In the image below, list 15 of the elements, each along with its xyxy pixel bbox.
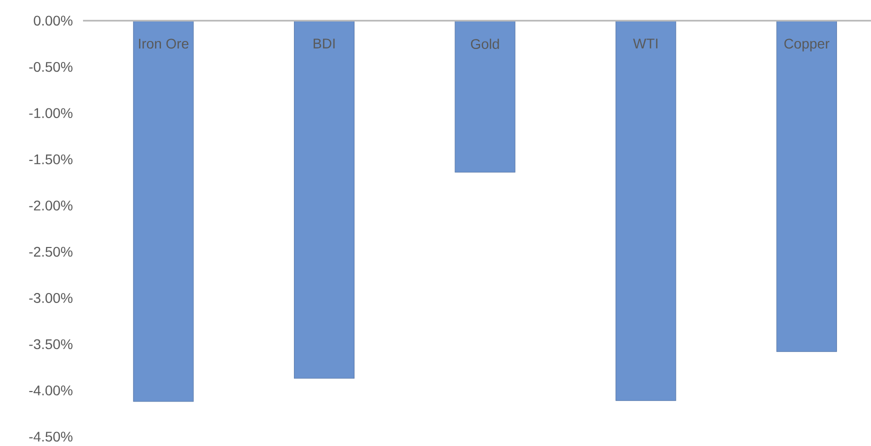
- y-tick-label: -3.00%: [29, 293, 72, 303]
- y-tick-label: -1.50%: [29, 154, 72, 164]
- x-tick-label: WTI: [633, 38, 658, 48]
- y-tick-label: -0.50%: [29, 62, 72, 72]
- y-tick-label: -2.00%: [29, 200, 72, 211]
- y-tick-label: -1.00%: [29, 108, 72, 118]
- x-tick-label: Iron Ore: [139, 38, 188, 49]
- y-tick-label: -2.50%: [29, 246, 72, 257]
- y-tick-label: -3.50%: [29, 339, 72, 350]
- x-tick-label: Gold: [470, 38, 499, 49]
- y-tick-label: -4.00%: [29, 385, 72, 396]
- y-tick-label: 0.00%: [34, 16, 72, 26]
- x-tick-label: Copper: [784, 38, 830, 52]
- x-tick-label: BDI: [314, 38, 335, 48]
- y-tick-label: -4.50%: [29, 432, 72, 442]
